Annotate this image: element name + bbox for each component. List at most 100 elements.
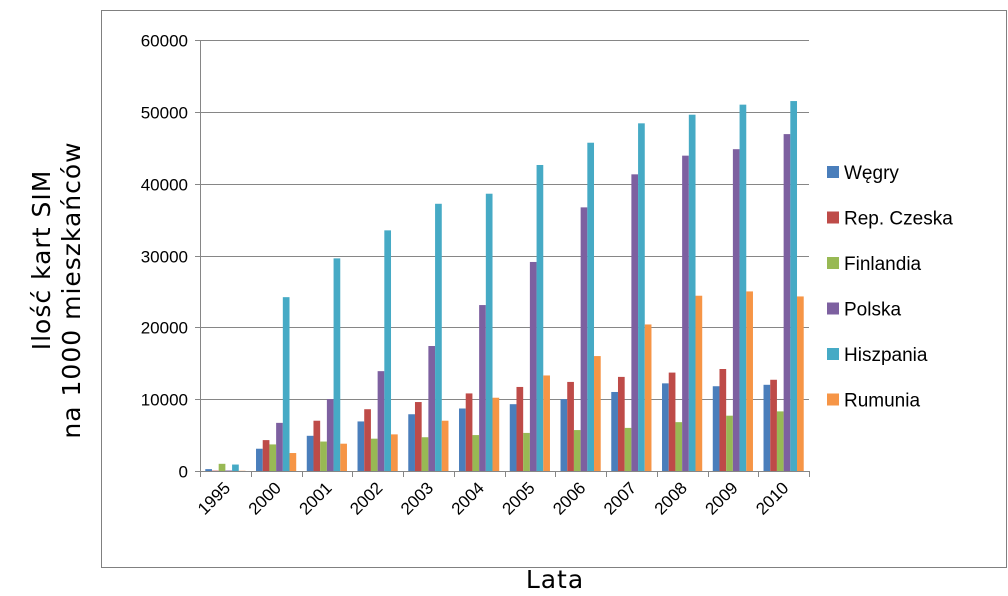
bar-polska-2009 bbox=[732, 149, 740, 471]
bar-polska-2002 bbox=[377, 371, 385, 471]
bar-polska-2003 bbox=[428, 346, 436, 471]
bar-rumunia-2000 bbox=[289, 453, 297, 471]
bar-hiszpania-2002 bbox=[384, 230, 392, 471]
bar-polska-2006 bbox=[580, 207, 588, 471]
bar-rep-czeska-2000 bbox=[262, 440, 270, 471]
bar-rumunia-2004 bbox=[492, 397, 500, 471]
bar-węgry-2000 bbox=[256, 448, 263, 471]
y-axis-title: Ilość kart SIM na 1000 mieszkańców bbox=[27, 141, 86, 438]
bar-węgry-2001 bbox=[306, 435, 314, 471]
bar-hiszpania-1995 bbox=[232, 464, 239, 471]
bar-rumunia-2001 bbox=[340, 443, 347, 471]
bar-rep-czeska-2004 bbox=[465, 393, 473, 471]
y-tick-label: 50000 bbox=[141, 104, 188, 123]
legend-swatch bbox=[827, 393, 839, 406]
chart-frame bbox=[101, 10, 1007, 568]
bar-hiszpania-2009 bbox=[739, 104, 747, 472]
bar-finlandia-2000 bbox=[269, 444, 277, 471]
y-tick-label: 40000 bbox=[141, 176, 188, 195]
bar-rep-czeska-2002 bbox=[364, 409, 371, 471]
bar-rumunia-2007 bbox=[644, 324, 652, 471]
legend-swatch bbox=[827, 166, 839, 178]
bar-finlandia-2001 bbox=[320, 441, 327, 471]
bar-finlandia-2003 bbox=[421, 437, 429, 471]
bar-finlandia-2010 bbox=[776, 411, 784, 471]
bar-hiszpania-2004 bbox=[485, 193, 493, 471]
y-tick-label: 60000 bbox=[141, 32, 188, 51]
y-tick-label: 10000 bbox=[141, 391, 188, 410]
legend-label: Węgry bbox=[844, 163, 899, 184]
legend-label: Polska bbox=[844, 300, 901, 321]
bar-rumunia-2009 bbox=[746, 291, 753, 471]
legend-swatch bbox=[827, 211, 839, 224]
gridlines bbox=[195, 40, 809, 472]
y-axis-title-line-1: Ilość kart SIM bbox=[27, 170, 56, 351]
bar-rumunia-2006 bbox=[594, 356, 601, 471]
bar-rep-czeska-2008 bbox=[668, 372, 676, 471]
bar-finlandia-2009 bbox=[726, 415, 733, 471]
x-axis-title: Lata bbox=[526, 565, 584, 594]
bar-finlandia-2008 bbox=[675, 422, 683, 471]
bar-finlandia-2007 bbox=[624, 427, 632, 471]
bar-węgry-2003 bbox=[408, 414, 415, 471]
bar-finlandia-2004 bbox=[472, 435, 480, 471]
bar-węgry-2004 bbox=[459, 408, 466, 471]
bar-rumunia-2005 bbox=[543, 375, 550, 471]
legend-label: Rep. Czeska bbox=[844, 209, 953, 230]
bar-rep-czeska-2001 bbox=[313, 420, 321, 471]
bar-rumunia-2002 bbox=[391, 434, 398, 471]
bar-węgry-2006 bbox=[560, 399, 568, 471]
bar-hiszpania-2000 bbox=[282, 297, 290, 471]
bar-polska-2004 bbox=[479, 305, 486, 471]
axes bbox=[200, 40, 810, 477]
bar-rep-czeska-2009 bbox=[719, 369, 727, 471]
bar-polska-2001 bbox=[326, 399, 334, 471]
y-tick-label: 30000 bbox=[141, 248, 188, 267]
bar-węgry-2009 bbox=[712, 386, 720, 471]
bar-węgry-2010 bbox=[763, 384, 771, 471]
bar-polska-2010 bbox=[783, 134, 791, 471]
bar-hiszpania-2005 bbox=[536, 164, 544, 472]
legend-swatch bbox=[827, 302, 839, 315]
bar-polska-2007 bbox=[631, 174, 639, 471]
bar-finlandia-2006 bbox=[573, 430, 581, 471]
bar-polska-2000 bbox=[276, 422, 283, 471]
bar-węgry-2007 bbox=[611, 391, 618, 471]
y-tick-labels: 0 10000 20000 30000 40000 50000 60000 bbox=[141, 32, 188, 482]
bar-rumunia-2003 bbox=[441, 420, 449, 471]
bar-węgry-2005 bbox=[509, 404, 517, 471]
bar-rep-czeska-2005 bbox=[516, 386, 524, 471]
bar-węgry-2002 bbox=[357, 421, 365, 471]
bar-finlandia-2002 bbox=[370, 438, 378, 471]
bar-węgry-2008 bbox=[662, 383, 669, 471]
bar-finlandia-2005 bbox=[523, 432, 530, 471]
bar-hiszpania-2010 bbox=[790, 101, 798, 471]
bar-hiszpania-2003 bbox=[435, 203, 442, 471]
bar-rep-czeska-2007 bbox=[617, 376, 625, 471]
bar-hiszpania-2001 bbox=[333, 258, 341, 471]
bar-hiszpania-2008 bbox=[688, 114, 696, 472]
bars bbox=[205, 101, 804, 472]
bar-rep-czeska-2003 bbox=[414, 402, 422, 471]
bar-rep-czeska-2010 bbox=[770, 379, 777, 471]
legend-label: Hiszpania bbox=[844, 345, 928, 366]
bar-hiszpania-2006 bbox=[587, 142, 595, 471]
bar-polska-2008 bbox=[682, 155, 689, 471]
bar-rumunia-2008 bbox=[695, 295, 703, 471]
legend-swatch bbox=[827, 257, 839, 269]
legend-label: Rumunia bbox=[844, 391, 920, 412]
bar-polska-2005 bbox=[529, 261, 537, 471]
bar-polska-1995 bbox=[225, 470, 233, 471]
y-axis-title-line-2: na 1000 mieszkańców bbox=[57, 141, 86, 438]
y-tick-label: 20000 bbox=[141, 319, 188, 338]
legend: Węgry Rep. Czeska Finlandia Polska Hiszpania… bbox=[827, 163, 953, 412]
y-tick-label: 0 bbox=[179, 463, 188, 482]
bar-rep-czeska-2006 bbox=[567, 381, 574, 471]
bar-rumunia-2010 bbox=[797, 296, 804, 471]
bar-finlandia-1995 bbox=[218, 463, 226, 471]
legend-swatch bbox=[827, 348, 839, 360]
bar-węgry-1995 bbox=[205, 469, 212, 471]
bar-hiszpania-2007 bbox=[638, 123, 645, 471]
legend-label: Finlandia bbox=[844, 254, 922, 275]
